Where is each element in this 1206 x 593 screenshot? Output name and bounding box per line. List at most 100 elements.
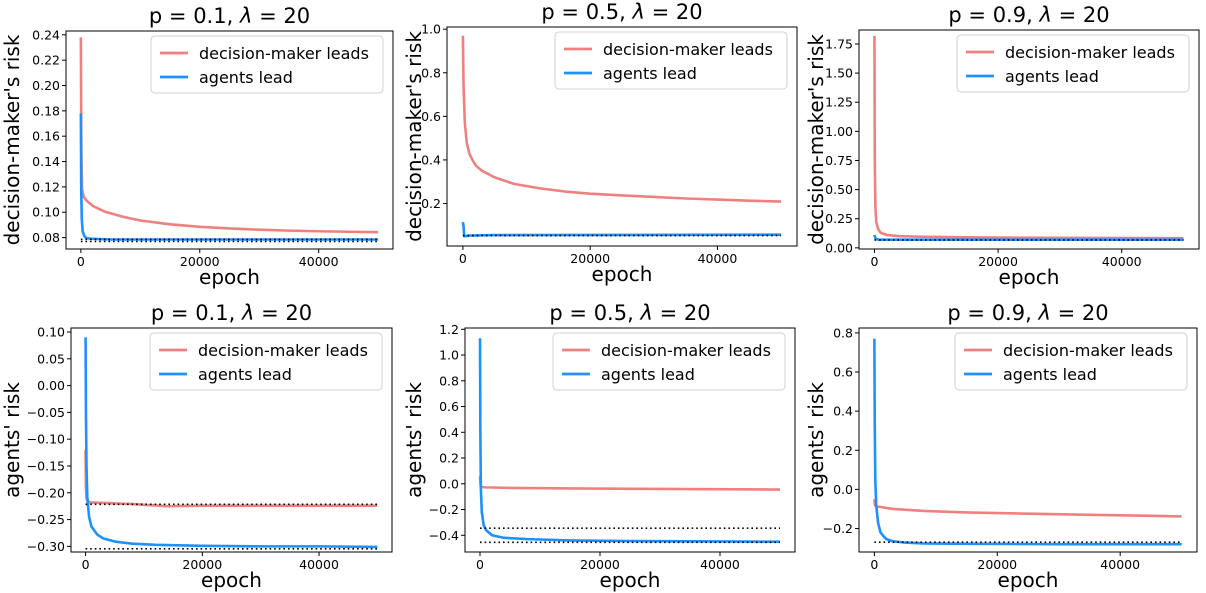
plot-area	[873, 338, 1182, 546]
legend-item: decision-maker leads	[562, 341, 771, 360]
y-tick: 0.16	[32, 129, 66, 144]
y-tick: 0.8	[833, 325, 859, 340]
legend: decision-maker leads agents lead	[150, 35, 384, 94]
y-tick-label: 1.00	[825, 124, 853, 139]
y-tick: 0.2	[421, 196, 447, 211]
y-tick-label: 0.8	[439, 373, 459, 388]
x-tick: 0	[77, 249, 85, 269]
title-suffix: = 20	[1052, 3, 1110, 27]
legend-label: agents lead	[198, 365, 292, 384]
x-tick: 40000	[299, 249, 339, 269]
plot-area	[873, 35, 1184, 241]
legend: decision-maker leads agents lead	[956, 34, 1190, 93]
y-tick-label: 0.4	[833, 404, 853, 419]
title-prefix: p = 0.5,	[541, 0, 632, 24]
x-tick: 20000	[580, 552, 620, 572]
x-tick: 20000	[977, 552, 1017, 572]
legend-label: decision-maker leads	[199, 44, 369, 63]
title-prefix: p = 0.1,	[149, 4, 240, 28]
y-tick-label: 0.2	[421, 196, 441, 211]
y-tick: −0.30	[27, 539, 71, 554]
y-tick: 0.8	[421, 65, 447, 80]
axes-frame	[446, 26, 798, 247]
y-tick: 0.22	[32, 53, 66, 68]
y-tick-label: 0.0	[439, 476, 459, 491]
x-tick: 0	[870, 249, 878, 269]
legend-item: agents lead	[966, 67, 1099, 86]
y-tick: 0.14	[32, 154, 66, 169]
y-tick: 1.2	[439, 322, 465, 337]
x-tick-label: 0	[82, 557, 90, 572]
axes-frame	[70, 327, 393, 553]
x-tick-label: 0	[77, 254, 85, 269]
legend-item: agents lead	[564, 64, 697, 83]
series-agents-lead-line	[84, 337, 378, 549]
x-tick-label: 0	[476, 557, 484, 572]
y-tick: −0.2	[823, 521, 859, 536]
series-decision-maker-leads-line	[84, 449, 378, 508]
y-tick: 0.2	[439, 451, 465, 466]
title-suffix: = 20	[645, 0, 703, 24]
series-decision-maker-leads-line	[873, 35, 1184, 240]
legend: decision-maker leads agents lead	[954, 332, 1188, 391]
y-tick-label: 0.75	[825, 153, 853, 168]
y-tick-label: −0.20	[27, 485, 65, 500]
legend-box	[956, 34, 1190, 93]
title-lambda: λ	[241, 301, 254, 325]
x-tick-label: 0	[870, 254, 878, 269]
x-tick: 20000	[180, 249, 220, 269]
y-tick: −0.25	[27, 512, 71, 527]
title-lambda: λ	[631, 0, 644, 24]
y-tick-label: 0.10	[32, 205, 60, 220]
x-tick-label: 20000	[977, 557, 1017, 572]
y-tick-label: −0.2	[429, 502, 459, 517]
x-tick-label: 40000	[299, 254, 339, 269]
axes-frame	[858, 327, 1198, 553]
y-tick-label: 0.12	[32, 179, 60, 194]
x-tick-label: 0	[870, 557, 878, 572]
axes-frame	[464, 327, 796, 553]
legend-item: agents lead	[160, 68, 293, 87]
x-tick: 0	[870, 552, 878, 572]
x-tick-label: 0	[459, 251, 467, 266]
y-tick: −0.4	[429, 528, 465, 543]
y-tick-label: 0.0	[833, 482, 853, 497]
y-tick: 0.05	[37, 351, 71, 366]
series-decision-maker-leads-line	[873, 499, 1182, 518]
y-tick-label: −0.30	[27, 539, 65, 554]
title-lambda: λ	[1038, 3, 1051, 27]
series-agents-lead-line	[873, 338, 1182, 546]
plot-area	[478, 338, 781, 544]
title-suffix: = 20	[653, 301, 711, 325]
x-axis-label: epoch	[592, 262, 653, 286]
axes-frame	[65, 30, 394, 250]
legend-label: decision-maker leads	[601, 341, 771, 360]
legend: decision-maker leads agents lead	[554, 31, 788, 90]
y-tick: 0.20	[32, 78, 66, 93]
y-tick: 0.24	[32, 27, 66, 42]
x-tick-label: 20000	[182, 557, 222, 572]
panel-p05-decision-maker-risk: 0 20000 40000 0.2 0.4 0.6 0.8 1.0 p = 0.5, λ = 2…	[402, 0, 798, 286]
plot-area	[84, 337, 378, 550]
title-suffix: = 20	[252, 4, 310, 28]
title-lambda: λ	[1037, 301, 1050, 325]
chart-title: p = 0.9, λ = 20	[948, 3, 1109, 27]
y-tick-label: 0.50	[825, 182, 853, 197]
series-decision-maker-leads-line	[79, 37, 379, 234]
y-tick: 0.4	[439, 425, 465, 440]
x-axis-label: epoch	[998, 568, 1059, 592]
legend-label: decision-maker leads	[1003, 341, 1173, 360]
plot-area	[461, 35, 782, 238]
title-suffix: = 20	[1051, 301, 1109, 325]
y-tick-label: 0.25	[825, 211, 853, 226]
y-tick-label: 1.75	[825, 36, 853, 51]
x-tick: 20000	[978, 249, 1018, 269]
x-tick: 40000	[700, 552, 740, 572]
y-tick-label: 0.00	[825, 240, 853, 255]
y-tick: 1.75	[825, 36, 859, 51]
legend-label: agents lead	[1005, 67, 1099, 86]
title-prefix: p = 0.5,	[549, 301, 640, 325]
x-tick: 0	[476, 552, 484, 572]
chart-title: p = 0.9, λ = 20	[947, 301, 1108, 325]
